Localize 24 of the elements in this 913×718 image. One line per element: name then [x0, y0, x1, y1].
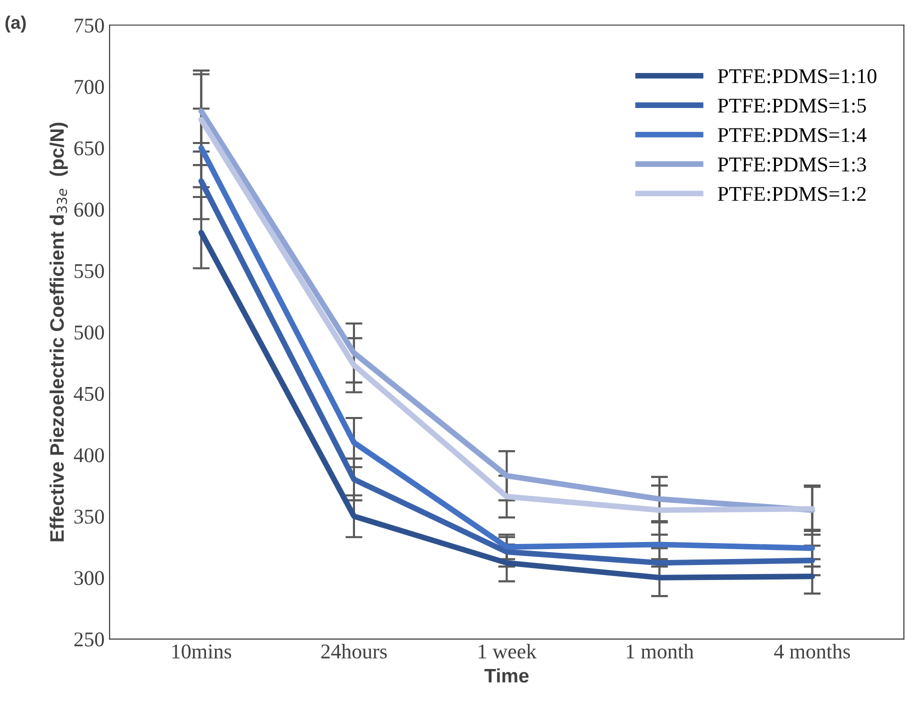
- y-tick-label: 550: [74, 264, 104, 278]
- x-tick-label: 1 week: [478, 644, 537, 659]
- x-tick-label: 10mins: [172, 644, 232, 659]
- legend-label: PTFE:PDMS=1:2: [718, 186, 866, 202]
- y-tick-label: 300: [74, 571, 104, 586]
- y-tick-label: 500: [74, 325, 104, 340]
- y-tick-label: 450: [74, 386, 104, 401]
- legend-label: PTFE:PDMS=1:10: [718, 69, 876, 84]
- x-tick-label: 24hours: [321, 644, 387, 659]
- y-tick-label: 650: [74, 141, 104, 156]
- y-tick-label: 750: [74, 18, 104, 33]
- text: (a): [5, 16, 26, 32]
- x-tick-label: 1 month: [626, 644, 694, 659]
- legend-label: PTFE:PDMS=1:5: [718, 98, 866, 113]
- legend-label: PTFE:PDMS=1:3: [718, 158, 866, 172]
- x-axis-title: Time: [484, 668, 529, 683]
- y-axis-title: Effective Piezoelectric Coefficient d$_{33e}$ (pc/N): [50, 122, 68, 542]
- y-tick-label: 700: [74, 80, 104, 94]
- y-tick-label: 600: [74, 202, 104, 217]
- y-tick-label: 400: [74, 448, 104, 462]
- y-tick-label: 250: [74, 632, 104, 646]
- legend-label: PTFE:PDMS=1:4: [718, 128, 866, 142]
- x-tick-label: 4 months: [774, 644, 850, 659]
- y-tick-label: 350: [74, 510, 104, 524]
